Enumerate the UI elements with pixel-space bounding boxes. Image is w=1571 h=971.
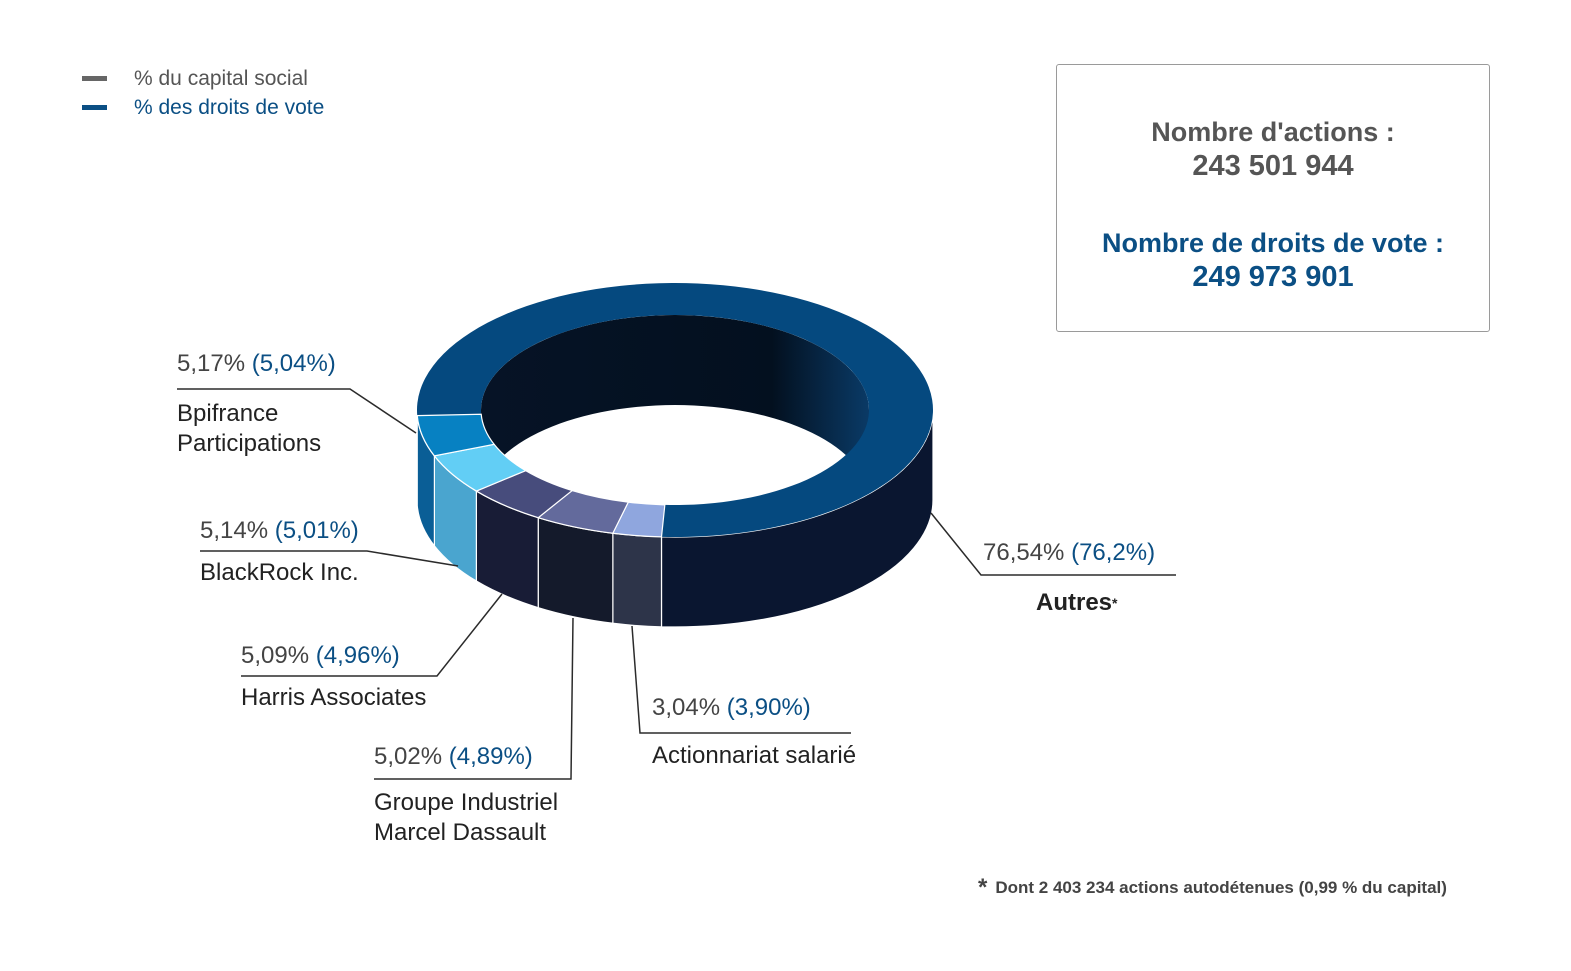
label-actionnariat-capital: 3,04% <box>652 694 721 721</box>
slice-actionnariat-side <box>612 532 663 628</box>
label-blackrock-capital: 5,14% <box>200 517 269 544</box>
legend-label-votes: % des droits de vote <box>134 95 325 119</box>
actions-value: 243 501 944 <box>1192 150 1354 182</box>
legend: % du capital social % des droits de vote <box>82 64 324 122</box>
label-autres-name-text: Autres <box>1036 589 1113 616</box>
slice-autres-inner-wall <box>481 315 869 500</box>
label-bpifrance-name-2: Participations <box>177 430 322 457</box>
label-bpifrance-votes: (5,04%) <box>251 350 336 377</box>
label-blackrock-name: BlackRock Inc. <box>200 558 359 588</box>
legend-swatch-capital <box>82 76 107 81</box>
label-bpifrance-name-1: Bpifrance <box>177 400 279 427</box>
footnote-star: * <box>978 874 988 901</box>
footnote-text: Dont 2 403 234 actions autodétenues (0,9… <box>995 878 1447 897</box>
label-actionnariat: 3,04% (3,90%) <box>652 693 811 723</box>
label-dassault-name-2: Marcel Dassault <box>374 819 547 846</box>
label-bpifrance: 5,17% (5,04%) <box>177 349 336 379</box>
label-actionnariat-name: Actionnariat salarié <box>652 741 856 771</box>
label-harris-votes: (4,96%) <box>315 642 400 669</box>
label-actionnariat-name-text: Actionnariat salarié <box>652 742 857 769</box>
label-autres: 76,54% (76,2%) <box>983 538 1155 568</box>
leader-dassault <box>374 617 574 780</box>
label-dassault: 5,02% (4,89%) <box>374 742 533 772</box>
actions-label: Nombre d'actions : <box>1151 117 1395 147</box>
leader-bpifrance <box>177 388 417 434</box>
label-actionnariat-votes: (3,90%) <box>726 694 811 721</box>
label-dassault-capital: 5,02% <box>374 743 443 770</box>
label-autres-votes: (76,2%) <box>1071 539 1156 566</box>
label-bpifrance-name: Bpifrance Participations <box>177 399 321 459</box>
label-blackrock-votes: (5,01%) <box>274 517 359 544</box>
label-dassault-votes: (4,89%) <box>448 743 533 770</box>
votes-value: 249 973 901 <box>1192 261 1354 293</box>
label-harris-name-text: Harris Associates <box>241 684 427 711</box>
label-blackrock: 5,14% (5,01%) <box>200 516 359 546</box>
votes-label: Nombre de droits de vote : <box>1101 228 1445 258</box>
label-harris-name: Harris Associates <box>241 683 426 713</box>
legend-item-capital: % du capital social <box>82 64 324 93</box>
legend-swatch-votes <box>82 105 107 110</box>
legend-label-capital: % du capital social <box>134 66 308 90</box>
label-blackrock-name-text: BlackRock Inc. <box>200 559 359 586</box>
leader-harris <box>241 593 503 677</box>
label-bpifrance-capital: 5,17% <box>177 350 246 377</box>
slice-dassault-side <box>537 516 614 624</box>
leader-actionnariat <box>631 625 851 734</box>
label-dassault-name: Groupe Industriel Marcel Dassault <box>374 788 558 848</box>
leader-autres <box>930 512 1176 576</box>
leader-blackrock <box>200 550 459 567</box>
slice-bpifrance-top <box>416 413 496 457</box>
legend-item-votes: % des droits de vote <box>82 93 324 122</box>
footnote: * Dont 2 403 234 actions autodétenues (0,… <box>978 874 1447 906</box>
label-autres-name: Autres* <box>1036 588 1117 618</box>
label-autres-capital: 76,54% <box>983 539 1065 566</box>
label-dassault-name-1: Groupe Industriel <box>374 789 559 816</box>
share-count-box: Nombre d'actions : 243 501 944 Nombre de… <box>1056 64 1490 332</box>
label-harris-capital: 5,09% <box>241 642 310 669</box>
label-autres-asterisk: * <box>1112 595 1118 611</box>
label-harris: 5,09% (4,96%) <box>241 641 400 671</box>
